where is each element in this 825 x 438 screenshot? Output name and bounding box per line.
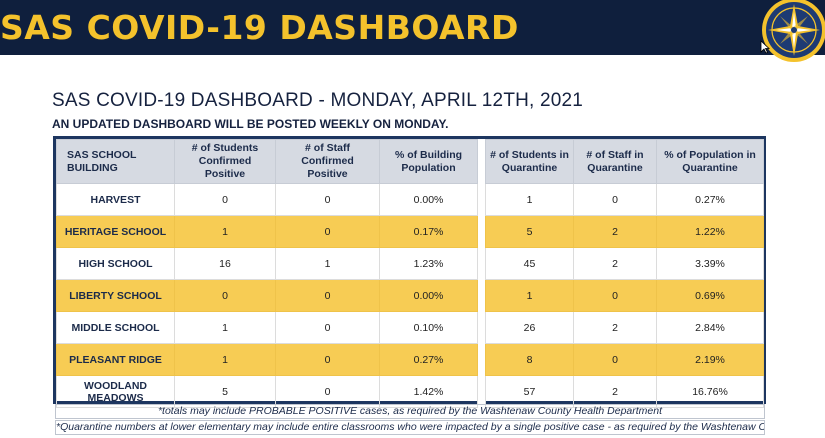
cell-students-positive: 1 bbox=[174, 343, 276, 376]
cell-staff-quarantine: 2 bbox=[573, 215, 657, 248]
cell-students-positive: 0 bbox=[174, 183, 276, 216]
column-gap bbox=[477, 215, 486, 248]
header-students-quarantine: # of Students in Quarantine bbox=[485, 139, 574, 184]
compass-rose-seal-icon bbox=[762, 0, 825, 62]
cell-staff-quarantine: 0 bbox=[573, 183, 657, 216]
cell-students-quarantine: 8 bbox=[485, 343, 574, 376]
cell-students-quarantine: 45 bbox=[485, 247, 574, 280]
column-gap bbox=[477, 311, 486, 344]
cell-staff-quarantine: 0 bbox=[573, 343, 657, 376]
header-pct-quarantine: % of Population in Quarantine bbox=[656, 139, 764, 184]
cell-building: PLEASANT RIDGE bbox=[56, 343, 175, 376]
cell-pct-building: 1.23% bbox=[379, 247, 478, 280]
dashboard-subtitle: SAS COVID-19 DASHBOARD - MONDAY, APRIL 1… bbox=[52, 90, 584, 111]
cell-building: LIBERTY SCHOOL bbox=[56, 279, 175, 312]
cell-pct-building: 0.00% bbox=[379, 183, 478, 216]
cell-students-positive: 16 bbox=[174, 247, 276, 280]
table-row: PLEASANT RIDGE 1 0 0.27% 8 0 2.19% bbox=[56, 343, 764, 376]
footnote-totals: *totals may include PROBABLE POSITIVE ca… bbox=[55, 404, 765, 419]
cell-pct-building: 1.42% bbox=[379, 375, 478, 408]
cell-pct-quarantine: 2.84% bbox=[656, 311, 764, 344]
cell-students-positive: 1 bbox=[174, 215, 276, 248]
table-header-row: SAS SCHOOL BUILDING # of Students Confir… bbox=[56, 139, 764, 184]
cell-building: MIDDLE SCHOOL bbox=[56, 311, 175, 344]
column-gap bbox=[477, 279, 486, 312]
cell-students-quarantine: 1 bbox=[485, 183, 574, 216]
header-staff-quarantine: # of Staff in Quarantine bbox=[573, 139, 657, 184]
cell-pct-quarantine: 0.69% bbox=[656, 279, 764, 312]
cell-pct-quarantine: 0.27% bbox=[656, 183, 764, 216]
cell-staff-quarantine: 0 bbox=[573, 279, 657, 312]
column-gap bbox=[477, 375, 486, 408]
covid-dashboard-table: SAS SCHOOL BUILDING # of Students Confir… bbox=[56, 139, 764, 408]
header-building: SAS SCHOOL BUILDING bbox=[56, 139, 175, 184]
table-row: HERITAGE SCHOOL 1 0 0.17% 5 2 1.22% bbox=[56, 215, 764, 248]
cell-pct-building: 0.17% bbox=[379, 215, 478, 248]
cell-staff-quarantine: 2 bbox=[573, 247, 657, 280]
table-row: HARVEST 0 0 0.00% 1 0 0.27% bbox=[56, 183, 764, 216]
cell-building: HARVEST bbox=[56, 183, 175, 216]
column-gap bbox=[477, 183, 486, 216]
cell-students-quarantine: 5 bbox=[485, 215, 574, 248]
mouse-pointer-icon bbox=[760, 40, 770, 54]
cell-pct-quarantine: 16.76% bbox=[656, 375, 764, 408]
cell-students-positive: 1 bbox=[174, 311, 276, 344]
cell-students-quarantine: 1 bbox=[485, 279, 574, 312]
cell-building: WOODLAND MEADOWS bbox=[56, 375, 175, 408]
cell-building: HIGH SCHOOL bbox=[56, 247, 175, 280]
cell-pct-building: 0.00% bbox=[379, 279, 478, 312]
cell-staff-positive: 0 bbox=[275, 215, 380, 248]
cell-staff-positive: 0 bbox=[275, 183, 380, 216]
title-banner: SAS COVID-19 DASHBOARD bbox=[0, 0, 825, 62]
cell-students-quarantine: 57 bbox=[485, 375, 574, 408]
cell-pct-quarantine: 1.22% bbox=[656, 215, 764, 248]
column-gap bbox=[477, 139, 486, 184]
cell-building: HERITAGE SCHOOL bbox=[56, 215, 175, 248]
cell-staff-positive: 0 bbox=[275, 375, 380, 408]
cell-staff-quarantine: 2 bbox=[573, 375, 657, 408]
cell-pct-building: 0.10% bbox=[379, 311, 478, 344]
table-row: MIDDLE SCHOOL 1 0 0.10% 26 2 2.84% bbox=[56, 311, 764, 344]
cell-staff-quarantine: 2 bbox=[573, 311, 657, 344]
header-staff-positive: # of Staff Confirmed Positive bbox=[275, 139, 380, 184]
table-row: HIGH SCHOOL 16 1 1.23% 45 2 3.39% bbox=[56, 247, 764, 280]
update-note: AN UPDATED DASHBOARD WILL BE POSTED WEEK… bbox=[52, 117, 449, 131]
cell-staff-positive: 0 bbox=[275, 311, 380, 344]
header-pct-building: % of Building Population bbox=[379, 139, 478, 184]
table-row: LIBERTY SCHOOL 0 0 0.00% 1 0 0.69% bbox=[56, 279, 764, 312]
cell-students-quarantine: 26 bbox=[485, 311, 574, 344]
cell-staff-positive: 1 bbox=[275, 247, 380, 280]
cell-students-positive: 0 bbox=[174, 279, 276, 312]
cell-pct-quarantine: 3.39% bbox=[656, 247, 764, 280]
cell-students-positive: 5 bbox=[174, 375, 276, 408]
column-gap bbox=[477, 247, 486, 280]
cell-staff-positive: 0 bbox=[275, 343, 380, 376]
cell-pct-building: 0.27% bbox=[379, 343, 478, 376]
header-students-positive: # of Students Confirmed Positive bbox=[174, 139, 276, 184]
table-row: WOODLAND MEADOWS 5 0 1.42% 57 2 16.76% bbox=[56, 375, 764, 408]
footnote-quarantine: *Quarantine numbers at lower elementary … bbox=[55, 420, 765, 435]
banner-title: SAS COVID-19 DASHBOARD bbox=[0, 8, 519, 47]
cell-pct-quarantine: 2.19% bbox=[656, 343, 764, 376]
column-gap bbox=[477, 343, 486, 376]
cell-staff-positive: 0 bbox=[275, 279, 380, 312]
